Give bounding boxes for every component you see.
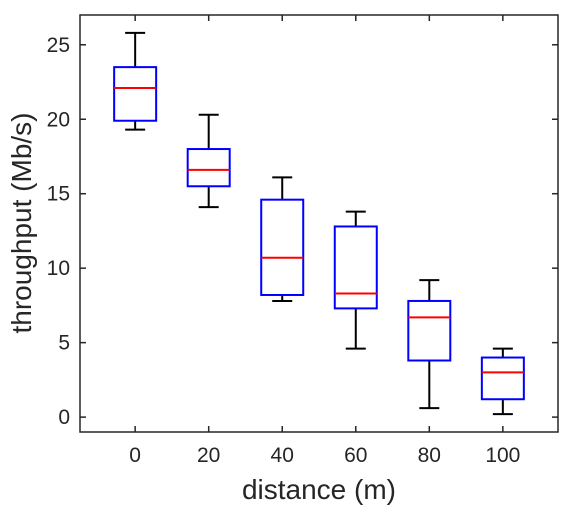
iqr-box <box>333 225 378 310</box>
y-tick-label: 10 <box>47 257 70 280</box>
iqr-box <box>113 66 158 122</box>
x-tick-label: 60 <box>344 444 367 467</box>
iqr-box <box>407 299 452 362</box>
box-40 <box>260 176 305 302</box>
iqr-box <box>480 356 525 401</box>
plot-area-frame <box>79 14 559 433</box>
y-axis-label: throughput (Mb/s) <box>6 113 37 334</box>
x-tick-label: 100 <box>485 444 520 467</box>
y-tick-label: 5 <box>58 332 70 355</box>
y-tick-label: 25 <box>47 34 70 57</box>
x-tick-label: 0 <box>129 444 141 467</box>
x-tick-label: 20 <box>197 444 220 467</box>
y-axis-ticks: 0 5 10 15 20 25 <box>47 34 558 429</box>
y-tick-label: 15 <box>47 183 70 206</box>
box-60 <box>333 210 378 350</box>
x-axis-label: distance (m) <box>242 474 396 505</box>
box-20 <box>186 113 231 209</box>
box-100 <box>480 347 525 416</box>
box-0 <box>113 31 158 131</box>
iqr-box <box>186 148 231 188</box>
iqr-box <box>260 198 305 296</box>
y-tick-label: 0 <box>58 406 70 429</box>
x-tick-label: 80 <box>418 444 441 467</box>
x-axis-ticks: 0 20 40 60 80 100 <box>129 15 520 467</box>
box-series <box>113 31 525 416</box>
x-tick-label: 40 <box>271 444 294 467</box>
box-80 <box>407 279 452 410</box>
y-tick-label: 20 <box>47 108 70 131</box>
